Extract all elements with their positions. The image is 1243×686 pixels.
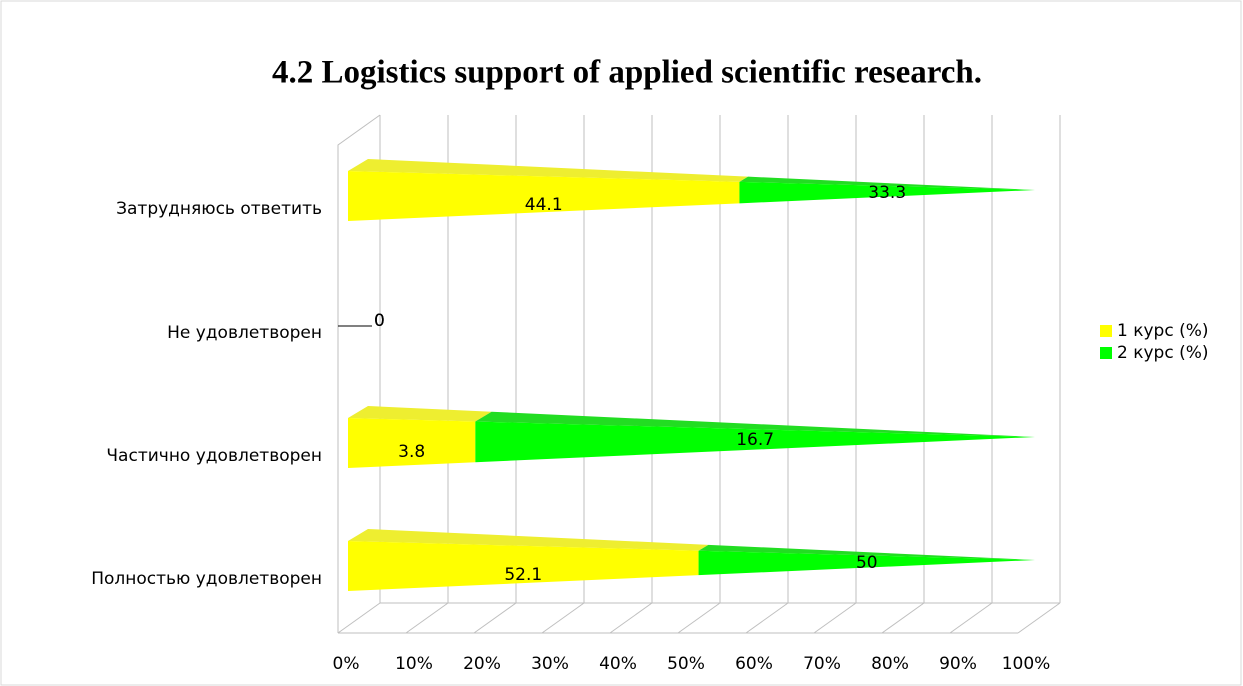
x-tick-label: 70% [803, 654, 841, 674]
value-label: 0 [374, 311, 385, 331]
floor-line [949, 602, 993, 634]
legend-swatch [1100, 347, 1112, 359]
bar [698, 550, 1035, 576]
x-tick-label: 60% [735, 654, 773, 674]
bar-top [698, 544, 1035, 560]
legend-swatch [1100, 325, 1112, 337]
floor-line [881, 602, 925, 634]
floor-line [677, 602, 721, 634]
y-tick-label: Не удовлетворен [167, 323, 322, 343]
bar [739, 181, 1035, 204]
legend-label: 2 курс (%) [1117, 343, 1209, 363]
x-tick-label: 90% [939, 654, 977, 674]
value-label: 52.1 [504, 565, 542, 585]
floor-line [405, 602, 449, 634]
bar-top [348, 529, 709, 551]
floor-line [813, 602, 857, 634]
y-tick-label: Частично удовлетворен [106, 446, 322, 466]
floor-line [541, 602, 585, 634]
bar-top [739, 176, 1035, 190]
x-tick-label: 80% [871, 654, 909, 674]
bar [348, 418, 476, 468]
y-tick-label: Затрудняюсь ответить [116, 199, 322, 219]
value-label: 44.1 [525, 195, 563, 215]
bar-top [475, 411, 1036, 437]
floor-line [1017, 602, 1061, 634]
chart-title: 4.2 Logistics support of applied scienti… [272, 55, 982, 91]
value-label: 0 [374, 311, 385, 331]
x-tick-label: 40% [599, 654, 637, 674]
bar [475, 421, 1036, 463]
x-tick-label: 20% [463, 654, 501, 674]
x-tick-label: 100% [1002, 654, 1051, 674]
value-label: 3.8 [398, 442, 425, 462]
bar-top [348, 159, 749, 182]
bar-top [348, 406, 492, 422]
floor-line [745, 602, 789, 634]
value-label: 33.3 [868, 183, 906, 203]
value-label: 50 [856, 553, 878, 573]
legend-label: 1 курс (%) [1117, 321, 1209, 341]
x-tick-label: 10% [395, 654, 433, 674]
y-tick-label: Полностью удовлетворен [91, 569, 322, 589]
value-label: 16.7 [736, 430, 774, 450]
side-wall [337, 114, 381, 633]
bar [348, 541, 699, 591]
x-tick-label: 30% [531, 654, 569, 674]
x-tick-label: 0% [333, 654, 360, 674]
x-tick-label: 50% [667, 654, 705, 674]
floor-line [337, 602, 381, 634]
bar [348, 171, 740, 221]
floor-line [473, 602, 517, 634]
floor-line [609, 602, 653, 634]
